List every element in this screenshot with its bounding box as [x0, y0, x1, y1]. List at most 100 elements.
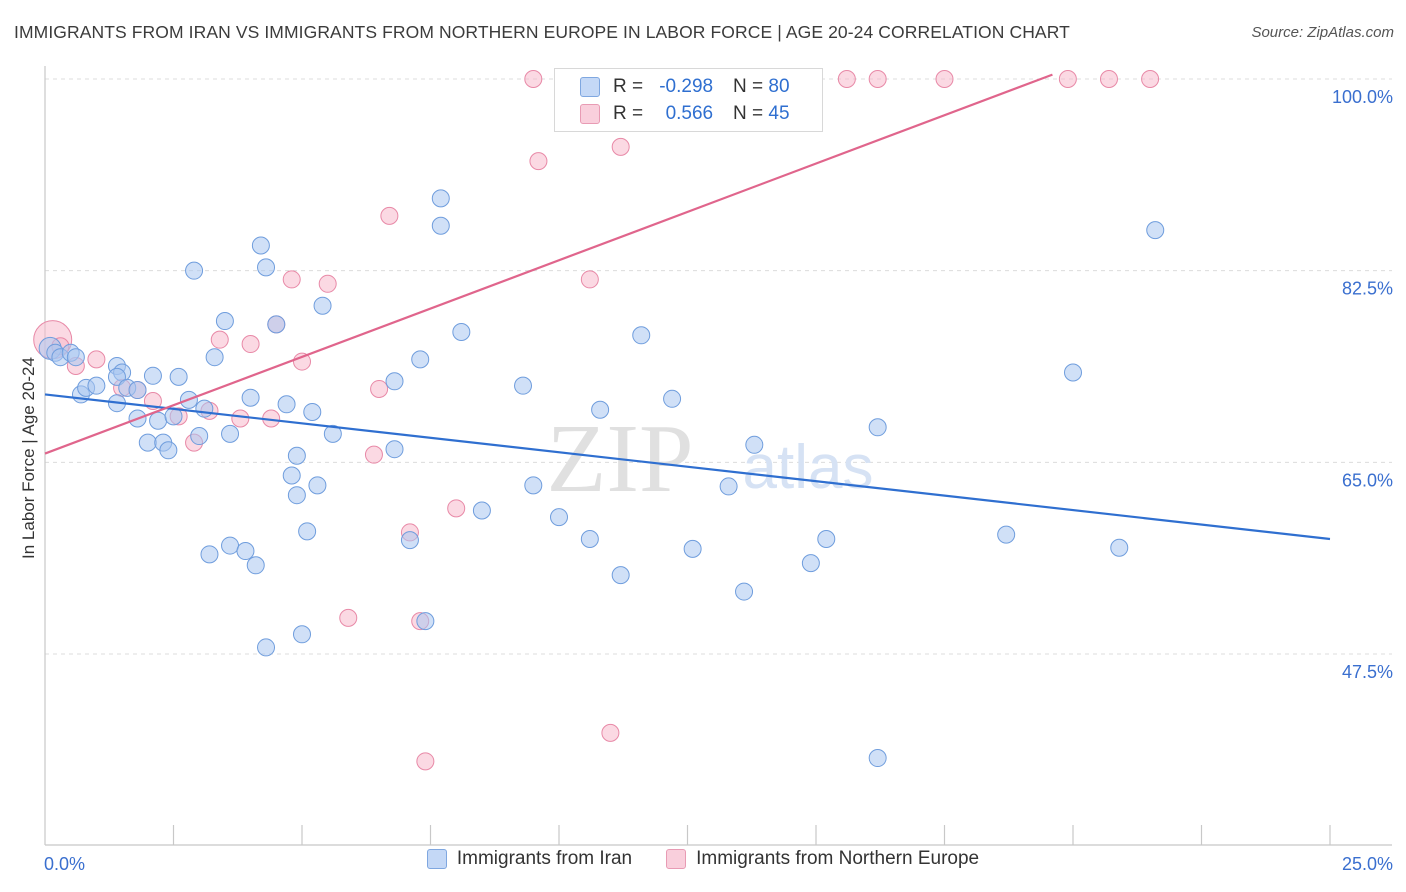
- legend: Immigrants from Iran Immigrants from Nor…: [0, 848, 1406, 870]
- northern-europe-point-24: [416, 752, 435, 771]
- iran-point-35: [257, 258, 276, 277]
- iran-point-69: [801, 554, 820, 573]
- iran-point-13: [128, 381, 147, 400]
- axes: [44, 66, 1392, 846]
- iran-point-36: [257, 638, 276, 657]
- stats-r-value-northern-europe: 0.566: [665, 103, 714, 124]
- chart-title: IMMIGRANTS FROM IRAN VS IMMIGRANTS FROM …: [14, 22, 1070, 42]
- northern-europe-point-17: [318, 274, 337, 293]
- iran-point-74: [1064, 363, 1082, 382]
- iran-point-53: [431, 189, 450, 208]
- iran-point-26: [200, 545, 219, 564]
- iran-point-52: [416, 612, 435, 631]
- x-tick-label-0: 0.0%: [44, 854, 85, 874]
- northern-europe-point-25: [447, 499, 466, 518]
- iran-point-17: [149, 411, 168, 430]
- iran-point-71: [868, 418, 887, 437]
- iran-point-41: [287, 486, 306, 505]
- iran-point-70: [817, 530, 836, 548]
- iran-point-66: [719, 477, 738, 496]
- stats-swatch-iran: [580, 77, 600, 97]
- northern-europe-point-3: [87, 350, 106, 369]
- stats-swatch-northern-europe: [580, 104, 600, 124]
- iran-point-73: [997, 525, 1016, 544]
- northern-europe-trend-line: [44, 73, 1053, 455]
- iran-point-32: [241, 388, 260, 407]
- iran-point-51: [411, 350, 430, 369]
- iran-point-65: [683, 539, 702, 558]
- northern-europe-point-27: [529, 152, 548, 171]
- iran-point-27: [205, 348, 224, 367]
- iran-point-62: [611, 566, 630, 585]
- legend-swatch-iran: [426, 849, 447, 869]
- series-iran-points: [38, 189, 1165, 768]
- northern-europe-point-10: [210, 330, 229, 349]
- y-axis-label: In Labor Force | Age 20-24: [19, 357, 38, 559]
- legend-item-iran[interactable]: Immigrants from Iran: [426, 848, 633, 870]
- iran-point-54: [431, 216, 450, 235]
- gridlines: [45, 78, 1392, 655]
- legend-label-northern-europe: Immigrants from Northern Europe: [696, 848, 980, 869]
- northern-europe-point-16: [293, 352, 311, 371]
- iran-point-75: [1110, 538, 1129, 557]
- northern-europe-point-19: [364, 445, 383, 464]
- iran-point-63: [632, 326, 651, 345]
- northern-europe-point-15: [282, 270, 301, 289]
- iran-point-44: [303, 402, 322, 421]
- y-tick-label-0: 100.0%: [1332, 87, 1393, 107]
- stats-n-value-northern-europe: 45: [768, 103, 790, 124]
- watermark-atlas: atlas: [743, 433, 874, 502]
- y-tick-label-2: 65.0%: [1342, 470, 1393, 490]
- iran-point-24: [190, 427, 209, 446]
- iran-point-21: [169, 367, 188, 386]
- iran-point-45: [308, 476, 327, 495]
- iran-point-25: [195, 399, 214, 418]
- northern-europe-point-38: [935, 70, 954, 88]
- stats-n-value-iran: 80: [768, 76, 790, 97]
- iran-point-56: [472, 501, 491, 520]
- iran-point-38: [277, 395, 296, 414]
- iran-point-23: [185, 261, 204, 280]
- northern-europe-point-18: [339, 608, 358, 627]
- iran-point-31: [236, 542, 255, 561]
- stats-r-value-iran: -0.298: [659, 76, 714, 97]
- iran-point-64: [663, 389, 682, 408]
- northern-europe-point-21: [380, 206, 399, 225]
- legend-label-iran: Immigrants from Iran: [456, 848, 633, 869]
- iran-point-39: [282, 466, 301, 485]
- northern-europe-point-41: [1141, 70, 1160, 88]
- legend-item-northern-europe[interactable]: Immigrants from Northern Europe: [666, 848, 979, 870]
- northern-europe-point-36: [837, 70, 856, 88]
- correlation-stats-box: R = -0.298 N = 80 R = 0.566 N = 45: [554, 68, 823, 132]
- iran-point-50: [400, 531, 419, 550]
- x-tick-label-1: 25.0%: [1342, 854, 1393, 874]
- northern-europe-point-12: [241, 335, 260, 354]
- iran-point-29: [221, 536, 240, 555]
- y-tick-label-3: 47.5%: [1342, 662, 1393, 682]
- iran-point-37: [267, 315, 286, 334]
- northern-europe-point-20: [370, 379, 389, 398]
- northern-europe-point-39: [1058, 70, 1077, 88]
- iran-point-40: [287, 446, 306, 465]
- iran-point-30: [221, 424, 240, 443]
- iran-point-59: [550, 508, 568, 527]
- iran-point-55: [452, 323, 471, 341]
- iran-point-68: [745, 435, 764, 454]
- northern-europe-point-34: [611, 137, 630, 156]
- iran-point-49: [385, 440, 404, 459]
- iran-point-7: [87, 376, 106, 395]
- northern-europe-point-37: [868, 70, 887, 88]
- iran-point-4: [66, 348, 85, 367]
- iran-point-61: [591, 400, 610, 419]
- stats-n-label: N =: [733, 76, 764, 97]
- iran-point-16: [143, 366, 162, 385]
- iran-point-33: [246, 556, 265, 575]
- northern-europe-point-30: [580, 270, 599, 289]
- iran-point-46: [313, 296, 332, 315]
- iran-point-28: [215, 312, 234, 331]
- northern-europe-point-40: [1099, 70, 1118, 88]
- northern-europe-point-26: [524, 70, 543, 88]
- trend-lines: [44, 73, 1331, 541]
- stats-n-label: N =: [733, 103, 764, 124]
